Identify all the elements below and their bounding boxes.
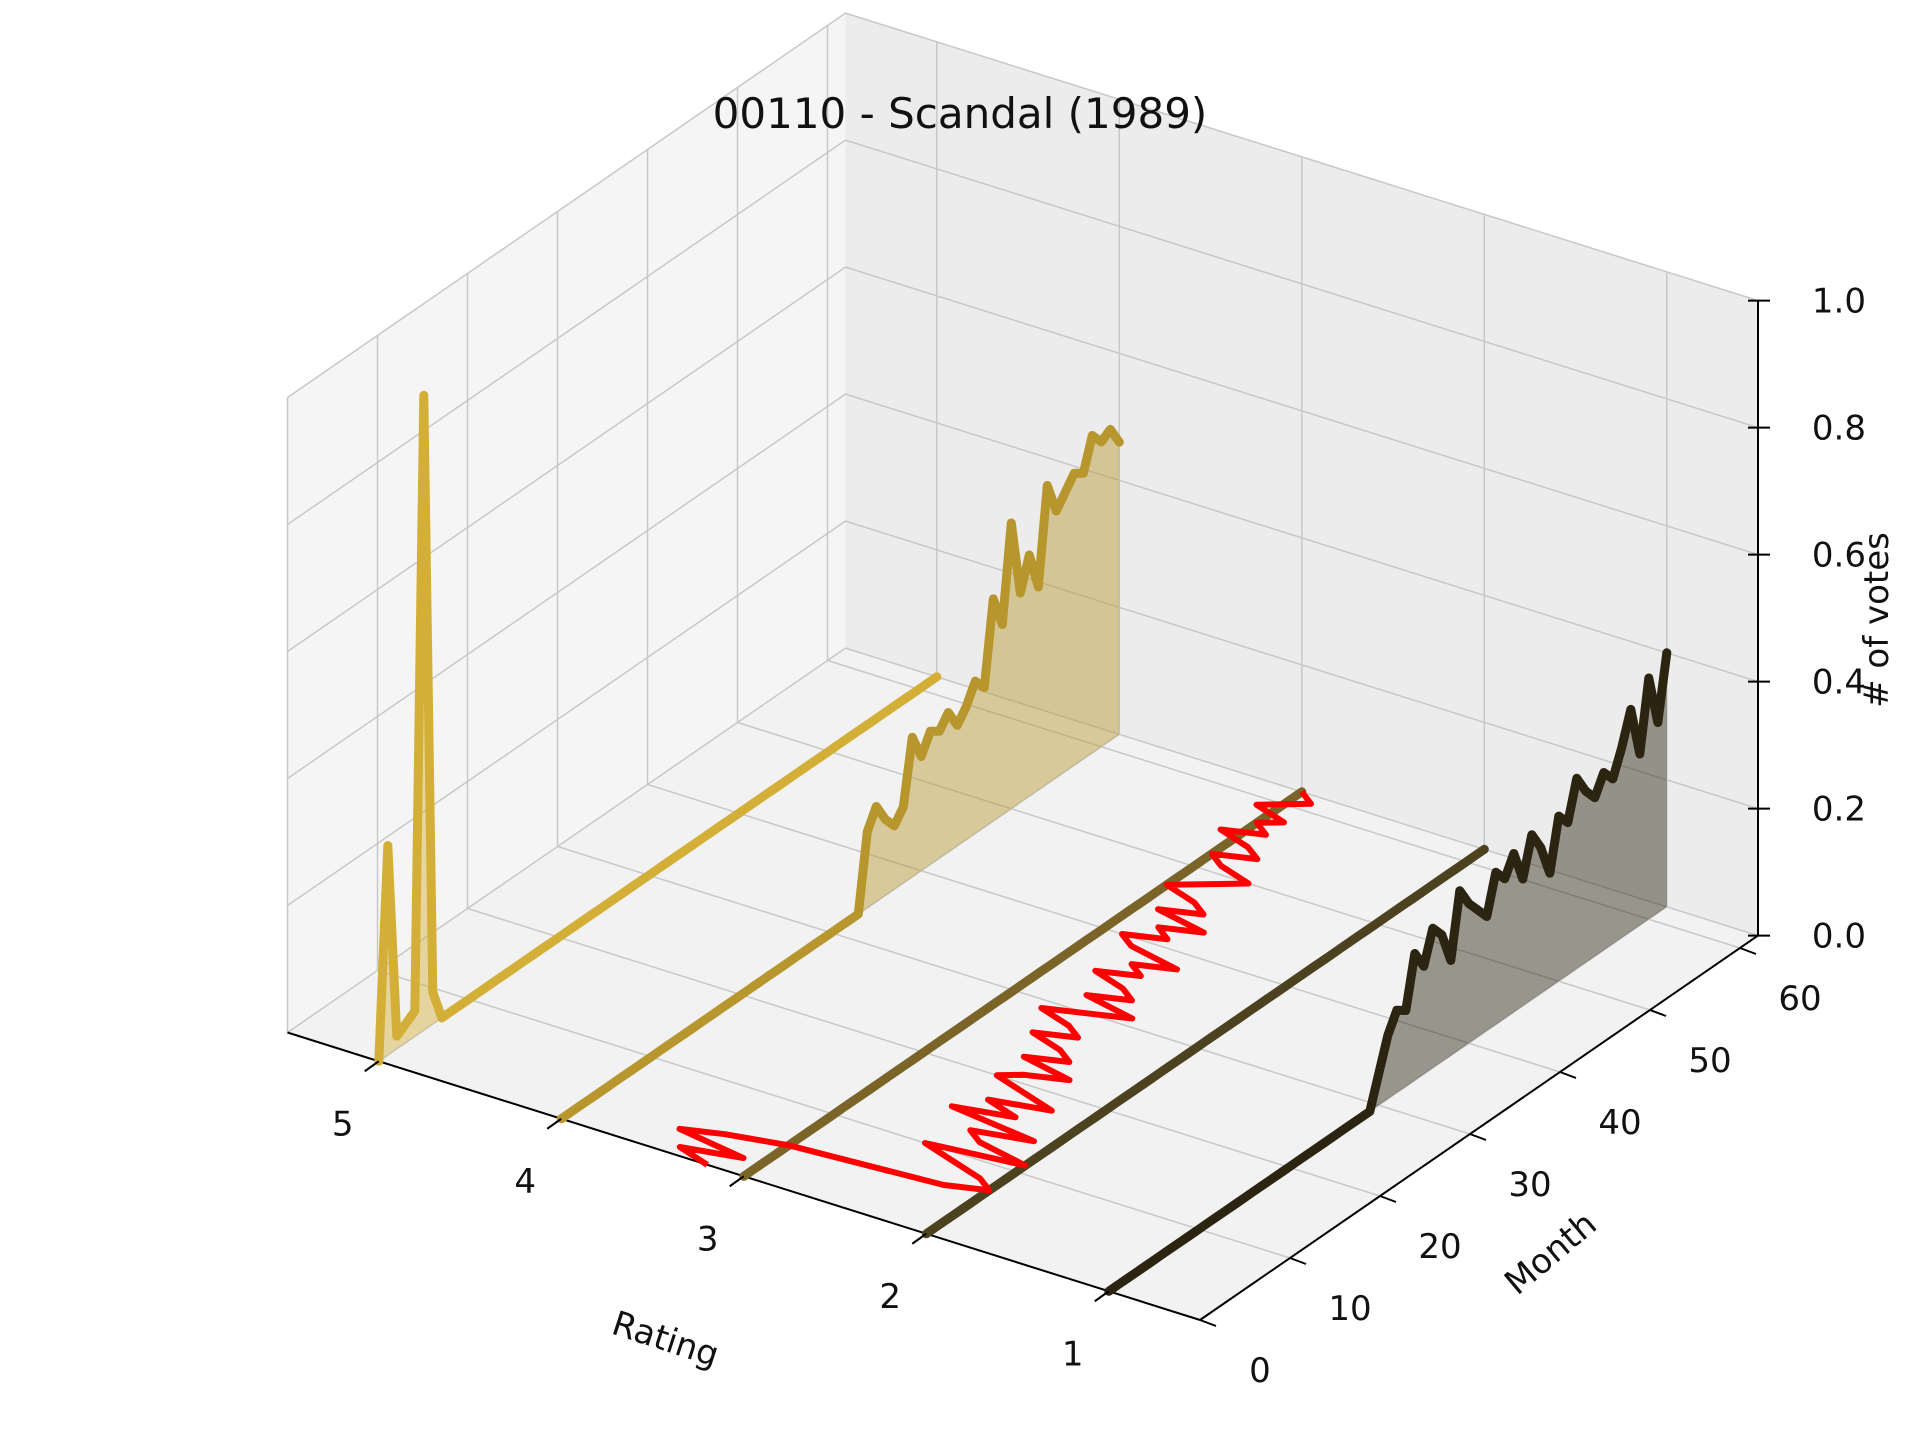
y-tick-label: 40 <box>1598 1103 1641 1143</box>
y-tick-mark <box>1289 1257 1307 1265</box>
chart-title: 00110 - Scandal (1989) <box>713 89 1208 138</box>
z-tick-label: 0.0 <box>1812 917 1866 957</box>
series-line-rating-2 <box>921 844 1489 1239</box>
y-tick-mark <box>1199 1319 1217 1327</box>
series-line-rating-4 <box>556 424 1124 1124</box>
x-tick-mark <box>729 1175 745 1188</box>
x-tick-mark <box>364 1060 380 1073</box>
series-area-rating-1 <box>1108 652 1667 1292</box>
y-tick-mark <box>1379 1195 1397 1203</box>
y-tick-label: 30 <box>1508 1165 1551 1205</box>
series-line-rating-5 <box>374 390 942 1066</box>
grid-lines <box>286 12 1759 1321</box>
series-line-rating-1 <box>1104 648 1672 1296</box>
series-line-mean-rating <box>676 789 1314 1194</box>
y-tick-label: 60 <box>1778 979 1821 1019</box>
y-axis-line <box>1199 934 1759 1321</box>
x-tick-mark <box>1094 1290 1110 1303</box>
y-tick-label: 20 <box>1418 1227 1461 1267</box>
grid-line-votes <box>287 266 1759 653</box>
grid-line-votes <box>287 393 1759 780</box>
y-tick-mark <box>1649 1009 1667 1017</box>
grid-line-votes <box>287 139 1759 526</box>
series-line-rating-3 <box>739 787 1307 1181</box>
y-axis-label: Month <box>1497 1204 1604 1303</box>
y-tick-mark <box>1559 1071 1577 1079</box>
z-axis-label: # of votes <box>1857 532 1897 708</box>
x-tick-label: 3 <box>697 1219 719 1259</box>
grid-line-votes <box>287 520 1759 907</box>
x-tick-label: 5 <box>332 1104 354 1144</box>
z-tick-label: 0.6 <box>1812 536 1866 576</box>
z-tick-label: 0.4 <box>1812 663 1866 703</box>
z-tick-label: 0.2 <box>1812 790 1866 830</box>
x-tick-label: 4 <box>514 1162 536 1202</box>
x-tick-mark <box>911 1232 927 1245</box>
z-tick-label: 1.0 <box>1812 282 1866 322</box>
y-tick-mark <box>1739 947 1757 955</box>
grid-line-votes <box>287 12 1759 399</box>
x-tick-label: 2 <box>879 1277 901 1317</box>
y-tick-mark <box>1469 1133 1487 1141</box>
x-tick-mark <box>546 1117 562 1130</box>
y-tick-label: 10 <box>1328 1289 1371 1329</box>
z-tick-label: 0.8 <box>1812 409 1866 449</box>
y-tick-label: 50 <box>1688 1041 1731 1081</box>
x-tick-label: 1 <box>1062 1334 1084 1374</box>
series-group <box>374 390 1672 1296</box>
x-axis-label: Rating <box>607 1304 724 1376</box>
grid-line-votes <box>287 647 1759 1034</box>
y-tick-label: 0 <box>1249 1351 1271 1391</box>
